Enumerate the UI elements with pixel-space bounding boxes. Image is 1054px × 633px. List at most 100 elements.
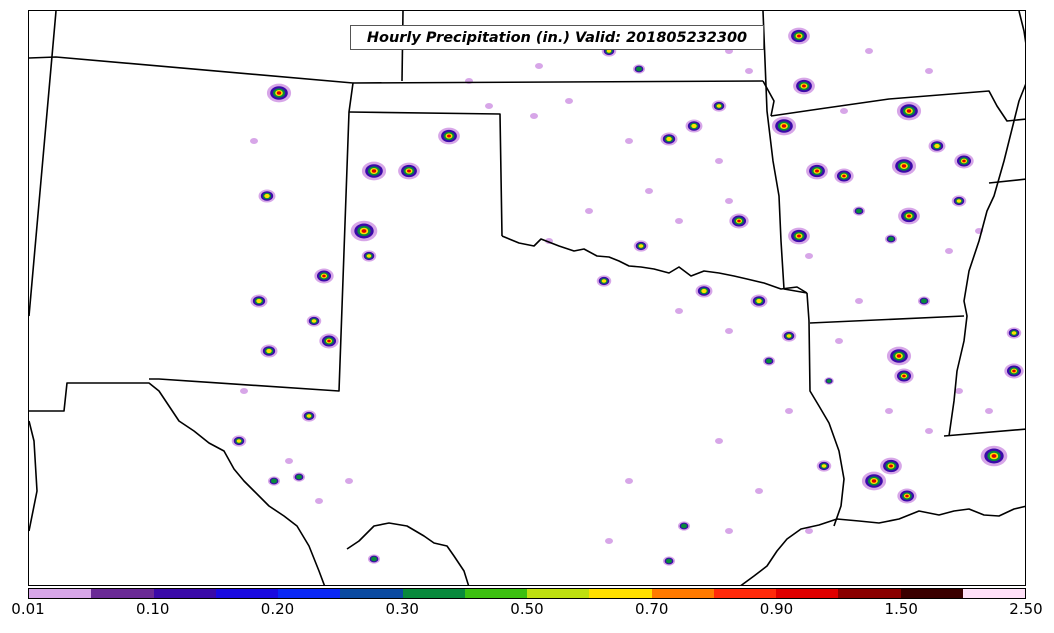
precip-cell: [898, 207, 920, 225]
map-canvas: [29, 11, 1025, 585]
precip-ring: [264, 193, 270, 199]
precip-speck: [535, 63, 543, 69]
precip-ring: [691, 123, 697, 129]
colorbar-segment: [962, 589, 1025, 598]
precip-ring: [797, 234, 801, 238]
precip-speck: [315, 498, 323, 504]
precip-cell: [1006, 327, 1022, 339]
precip-cell: [861, 471, 887, 491]
precip-ring: [797, 34, 801, 38]
colorbar-tick-label: 0.90: [759, 600, 794, 618]
precip-speck: [865, 48, 873, 54]
precip-speck: [585, 208, 593, 214]
precip-cell: [834, 168, 854, 184]
precip-cell: [894, 368, 914, 384]
precip-ring: [905, 494, 909, 498]
precip-speck: [285, 458, 293, 464]
precip-speck: [715, 438, 723, 444]
precip-cell: [685, 119, 703, 133]
precip-ring: [407, 169, 411, 173]
precip-ring: [447, 134, 451, 138]
precip-ring: [737, 219, 741, 223]
precip-ring: [270, 478, 278, 484]
colorbar-tick-label: 0.10: [136, 600, 170, 618]
colorbar-tick-label: 2.50: [1009, 600, 1043, 618]
precip-cell: [660, 132, 678, 146]
precip-cell: [771, 116, 797, 136]
precip-ring: [311, 319, 317, 323]
precip-speck: [675, 308, 683, 314]
precip-ring: [765, 358, 773, 364]
colorbar-segment: [838, 589, 901, 598]
precip-ring: [236, 439, 242, 443]
precip-speck: [840, 108, 848, 114]
precip-cell: [781, 330, 797, 342]
precip-ring: [802, 84, 806, 88]
precip-cell: [891, 156, 917, 176]
precip-ring: [680, 523, 688, 529]
colorbar-segment: [153, 589, 216, 598]
precip-speck: [675, 218, 683, 224]
state-borders: [29, 11, 1025, 585]
precip-ring: [716, 104, 722, 108]
precip-ring: [366, 254, 372, 258]
colorbar-segment: [215, 589, 278, 598]
precip-cell: [762, 356, 776, 366]
precip-ring: [1012, 369, 1016, 373]
colorbar-segment: [589, 589, 652, 598]
precip-speck: [715, 158, 723, 164]
precip-cell: [750, 294, 768, 308]
colorbar-tick-label: 0.01: [11, 600, 45, 618]
precip-cell: [806, 162, 828, 180]
precip-cell: [633, 240, 649, 252]
precip-ring: [756, 298, 762, 304]
mo-ar-line: [770, 90, 1025, 122]
red-river: [501, 235, 808, 294]
precip-speck: [250, 138, 258, 144]
colorbar-tick-label: 0.70: [635, 600, 669, 618]
precip-cell: [886, 346, 912, 366]
precip-cell: [314, 268, 334, 284]
colorbar-segment: [900, 589, 963, 598]
precip-cell: [319, 333, 339, 349]
precip-speck: [345, 478, 353, 484]
tx-la-line: [806, 292, 845, 527]
precip-ring: [322, 274, 326, 278]
precip-cell: [824, 377, 834, 385]
precip-speck: [625, 138, 633, 144]
precip-cell: [951, 195, 967, 207]
precip-cell: [292, 472, 306, 482]
precip-ring: [295, 474, 303, 480]
precip-speck: [855, 298, 863, 304]
precip-ring: [256, 298, 262, 304]
precip-cell: [398, 162, 420, 180]
precip-ring: [826, 379, 832, 383]
precip-cell: [266, 83, 292, 103]
precip-cell: [677, 521, 691, 531]
precip-cell: [350, 220, 378, 242]
precip-cell: [306, 315, 322, 327]
precip-cell: [267, 476, 281, 486]
precipitation-map: Hourly Precipitation (in.) Valid: 201805…: [28, 10, 1026, 586]
precip-ring: [1011, 331, 1017, 335]
precip-cell: [711, 100, 727, 112]
colorbar-segment: [29, 589, 92, 598]
precip-speck: [755, 488, 763, 494]
colorbar-segment: [713, 589, 776, 598]
precip-speck: [805, 253, 813, 259]
precip-ring: [266, 348, 272, 354]
ms-east: [988, 178, 1025, 184]
precip-cell: [729, 213, 749, 229]
colorbar-segment: [402, 589, 465, 598]
precip-ring: [638, 244, 644, 248]
precip-speck: [885, 408, 893, 414]
precip-speck: [945, 248, 953, 254]
precip-ring: [906, 109, 912, 113]
precip-ring: [327, 339, 331, 343]
precip-cell: [880, 457, 902, 475]
colorbar-segment: [278, 589, 341, 598]
precip-ring: [276, 91, 282, 95]
ok-panhandle: [348, 111, 503, 237]
precip-cell: [438, 127, 460, 145]
precip-speck: [805, 528, 813, 534]
